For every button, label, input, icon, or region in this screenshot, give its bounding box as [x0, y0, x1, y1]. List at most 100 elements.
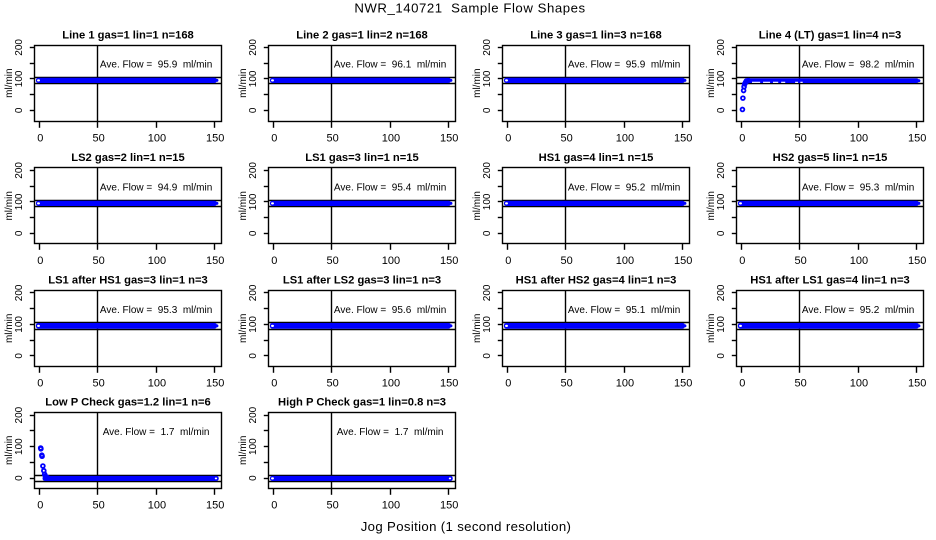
svg-text:200: 200 — [14, 39, 25, 56]
svg-text:50: 50 — [560, 132, 572, 144]
svg-text:150: 150 — [440, 378, 458, 390]
svg-text:50: 50 — [794, 378, 806, 390]
svg-text:Low P Check gas=1.2 lin=1 n=6: Low P Check gas=1.2 lin=1 n=6 — [45, 396, 211, 408]
svg-text:0: 0 — [482, 353, 493, 359]
svg-text:0: 0 — [14, 230, 25, 236]
svg-text:100: 100 — [616, 255, 634, 267]
svg-text:100: 100 — [850, 378, 868, 390]
svg-text:100: 100 — [382, 500, 400, 512]
svg-text:50: 50 — [560, 255, 572, 267]
svg-text:0: 0 — [271, 500, 277, 512]
svg-text:0: 0 — [248, 107, 259, 113]
svg-text:ml/min: ml/min — [4, 68, 15, 97]
svg-text:Ave. Flow = 95.9 ml/min: Ave. Flow = 95.9 ml/min — [568, 59, 680, 70]
svg-text:50: 50 — [92, 132, 104, 144]
svg-text:0: 0 — [37, 255, 43, 267]
svg-text:200: 200 — [716, 162, 727, 179]
svg-text:100: 100 — [148, 378, 166, 390]
svg-text:ml/min: ml/min — [4, 191, 15, 220]
svg-text:150: 150 — [440, 500, 458, 512]
svg-text:100: 100 — [616, 378, 634, 390]
svg-text:50: 50 — [794, 132, 806, 144]
svg-text:HS1 gas=4 lin=1 n=15: HS1 gas=4 lin=1 n=15 — [539, 152, 654, 164]
svg-text:0: 0 — [716, 230, 727, 236]
svg-text:200: 200 — [716, 284, 727, 301]
svg-text:Ave. Flow = 98.2 ml/min: Ave. Flow = 98.2 ml/min — [802, 59, 914, 70]
svg-text:100: 100 — [248, 316, 259, 333]
svg-text:50: 50 — [92, 500, 104, 512]
svg-text:LS1 after LS2 gas=3 lin=1 n=3: LS1 after LS2 gas=3 lin=1 n=3 — [283, 274, 441, 286]
svg-text:50: 50 — [92, 255, 104, 267]
svg-text:NWR_140721 Sample Flow Shapes: NWR_140721 Sample Flow Shapes — [354, 1, 585, 16]
svg-text:Ave. Flow = 95.6 ml/min: Ave. Flow = 95.6 ml/min — [334, 305, 446, 316]
svg-text:0: 0 — [716, 353, 727, 359]
svg-text:200: 200 — [248, 162, 259, 179]
svg-text:150: 150 — [440, 255, 458, 267]
svg-text:200: 200 — [482, 162, 493, 179]
svg-text:Ave. Flow = 95.2 ml/min: Ave. Flow = 95.2 ml/min — [802, 305, 914, 316]
svg-text:100: 100 — [482, 193, 493, 210]
svg-text:100: 100 — [716, 316, 727, 333]
svg-text:150: 150 — [908, 255, 926, 267]
svg-text:0: 0 — [739, 378, 745, 390]
svg-text:100: 100 — [148, 132, 166, 144]
svg-text:150: 150 — [908, 132, 926, 144]
svg-text:Ave. Flow = 96.1 ml/min: Ave. Flow = 96.1 ml/min — [334, 59, 446, 70]
svg-text:Ave. Flow = 95.4 ml/min: Ave. Flow = 95.4 ml/min — [334, 182, 446, 193]
svg-text:Ave. Flow = 95.2 ml/min: Ave. Flow = 95.2 ml/min — [568, 182, 680, 193]
svg-text:100: 100 — [248, 438, 259, 455]
svg-text:ml/min: ml/min — [472, 314, 483, 343]
svg-text:0: 0 — [37, 500, 43, 512]
svg-text:0: 0 — [37, 378, 43, 390]
svg-text:50: 50 — [560, 378, 572, 390]
svg-text:High P Check gas=1 lin=0.8 n=3: High P Check gas=1 lin=0.8 n=3 — [278, 396, 446, 408]
svg-text:100: 100 — [616, 132, 634, 144]
svg-text:200: 200 — [248, 406, 259, 423]
svg-text:Ave. Flow = 1.7 ml/min: Ave. Flow = 1.7 ml/min — [337, 427, 444, 438]
svg-text:100: 100 — [482, 316, 493, 333]
svg-text:100: 100 — [14, 193, 25, 210]
svg-text:150: 150 — [674, 378, 692, 390]
svg-text:100: 100 — [248, 70, 259, 87]
svg-text:100: 100 — [382, 132, 400, 144]
svg-text:50: 50 — [326, 378, 338, 390]
svg-text:0: 0 — [14, 475, 25, 481]
svg-text:100: 100 — [14, 316, 25, 333]
svg-text:ml/min: ml/min — [472, 191, 483, 220]
svg-text:ml/min: ml/min — [238, 436, 249, 465]
svg-text:0: 0 — [248, 475, 259, 481]
svg-text:100: 100 — [248, 193, 259, 210]
svg-text:100: 100 — [850, 255, 868, 267]
svg-text:LS1 gas=3 lin=1 n=15: LS1 gas=3 lin=1 n=15 — [305, 152, 419, 164]
svg-text:200: 200 — [248, 39, 259, 56]
svg-text:50: 50 — [326, 255, 338, 267]
svg-text:150: 150 — [206, 132, 224, 144]
svg-text:50: 50 — [326, 132, 338, 144]
svg-text:100: 100 — [148, 500, 166, 512]
svg-text:50: 50 — [92, 378, 104, 390]
svg-text:150: 150 — [674, 255, 692, 267]
svg-text:0: 0 — [248, 353, 259, 359]
svg-text:0: 0 — [739, 132, 745, 144]
svg-text:0: 0 — [739, 255, 745, 267]
svg-text:0: 0 — [716, 107, 727, 113]
svg-text:ml/min: ml/min — [4, 436, 15, 465]
svg-text:0: 0 — [271, 378, 277, 390]
svg-text:ml/min: ml/min — [238, 314, 249, 343]
svg-text:100: 100 — [382, 255, 400, 267]
svg-text:0: 0 — [271, 132, 277, 144]
svg-text:150: 150 — [206, 378, 224, 390]
svg-text:Line 2 gas=1 lin=2 n=168: Line 2 gas=1 lin=2 n=168 — [296, 29, 428, 41]
svg-text:100: 100 — [14, 70, 25, 87]
svg-text:0: 0 — [14, 107, 25, 113]
svg-text:150: 150 — [440, 132, 458, 144]
svg-text:0: 0 — [505, 132, 511, 144]
svg-text:0: 0 — [271, 255, 277, 267]
svg-text:LS2 gas=2 lin=1 n=15: LS2 gas=2 lin=1 n=15 — [71, 152, 185, 164]
svg-text:Ave. Flow = 1.7 ml/min: Ave. Flow = 1.7 ml/min — [103, 427, 210, 438]
svg-text:Line 4 (LT) gas=1 lin=4 n=3: Line 4 (LT) gas=1 lin=4 n=3 — [759, 29, 901, 41]
svg-text:Ave. Flow = 94.9 ml/min: Ave. Flow = 94.9 ml/min — [100, 182, 212, 193]
svg-text:50: 50 — [326, 500, 338, 512]
svg-text:Jog Position (1 second resolut: Jog Position (1 second resolution) — [361, 519, 572, 534]
svg-text:HS1 after LS1 gas=4 lin=1 n=3: HS1 after LS1 gas=4 lin=1 n=3 — [750, 274, 910, 286]
